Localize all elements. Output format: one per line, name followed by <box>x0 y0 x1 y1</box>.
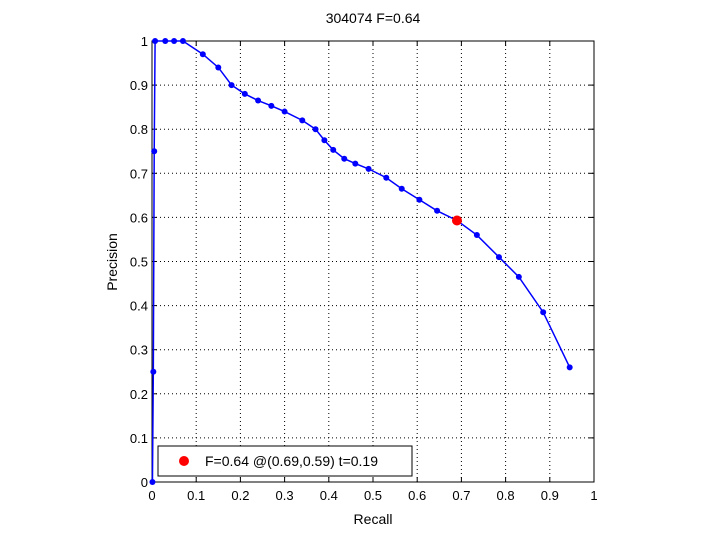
legend-box <box>157 445 413 477</box>
data-point <box>383 174 390 181</box>
data-point <box>152 38 159 44</box>
series-layer <box>149 38 573 485</box>
data-point <box>515 273 522 280</box>
y-tick-label: 1 <box>141 34 148 49</box>
grid <box>152 41 594 482</box>
data-point <box>151 148 158 155</box>
data-point <box>228 82 235 89</box>
data-point <box>540 309 547 316</box>
data-point <box>162 38 169 44</box>
x-tick-label: 1 <box>590 488 597 503</box>
data-point <box>330 146 337 153</box>
precision-recall-line <box>151 40 571 483</box>
x-axis-title: Recall <box>354 511 393 527</box>
x-tick-label: 0.8 <box>497 488 515 503</box>
data-point <box>566 364 573 371</box>
y-tick-label: 0.9 <box>130 78 148 93</box>
x-tick-label: 0.7 <box>452 488 470 503</box>
data-point <box>241 90 248 97</box>
data-point <box>365 165 372 172</box>
x-tick-label: 0.1 <box>187 488 205 503</box>
y-tick-label: 0.7 <box>130 166 148 181</box>
x-axis: 0 0.1 0.2 0.3 0.4 0.5 0.6 0.7 0.8 0.9 1 <box>148 41 598 503</box>
x-tick-label: 0.3 <box>276 488 294 503</box>
data-point <box>321 137 328 144</box>
legend-marker <box>179 456 189 466</box>
data-point <box>312 126 319 133</box>
x-tick-label: 0.4 <box>320 488 338 503</box>
data-point <box>398 185 405 192</box>
data-point <box>171 38 178 44</box>
legend-label: F=0.64 @(0.69,0.59) t=0.19 <box>205 453 378 469</box>
y-tick-label: 0.1 <box>130 431 148 446</box>
data-point <box>150 368 157 375</box>
data-point <box>341 155 348 162</box>
data-point <box>179 38 186 44</box>
data-point <box>149 479 156 485</box>
chart-title: 304074 F=0.64 <box>326 10 421 26</box>
y-tick-label: 0.2 <box>130 387 148 402</box>
data-point <box>199 51 206 58</box>
y-tick-label: 0.3 <box>130 343 148 358</box>
y-tick-label: 0.4 <box>130 299 148 314</box>
y-axis: 0 0.1 0.2 0.3 0.4 0.5 0.6 0.7 0.8 0.9 1 <box>130 34 594 490</box>
x-tick-label: 0 <box>148 488 155 503</box>
x-tick-label: 0.6 <box>408 488 426 503</box>
data-point <box>215 64 222 71</box>
x-tick-label: 0.9 <box>541 488 559 503</box>
data-point <box>299 117 306 124</box>
y-axis-title: Precision <box>104 233 120 291</box>
data-point <box>495 254 502 261</box>
data-point <box>268 102 275 109</box>
legend: F=0.64 @(0.69,0.59) t=0.19 <box>157 445 413 477</box>
y-tick-label: 0.8 <box>130 122 148 137</box>
y-tick-label: 0.5 <box>130 255 148 270</box>
x-tick-label: 0.2 <box>231 488 249 503</box>
data-point <box>473 232 480 239</box>
y-tick-label: 0.6 <box>130 210 148 225</box>
data-point <box>416 196 423 203</box>
data-point <box>281 108 288 115</box>
best-f-marker <box>451 215 462 226</box>
data-point <box>434 207 441 214</box>
data-point <box>255 97 262 104</box>
y-tick-label: 0 <box>141 475 148 490</box>
data-point <box>352 160 359 167</box>
x-tick-label: 0.5 <box>364 488 382 503</box>
